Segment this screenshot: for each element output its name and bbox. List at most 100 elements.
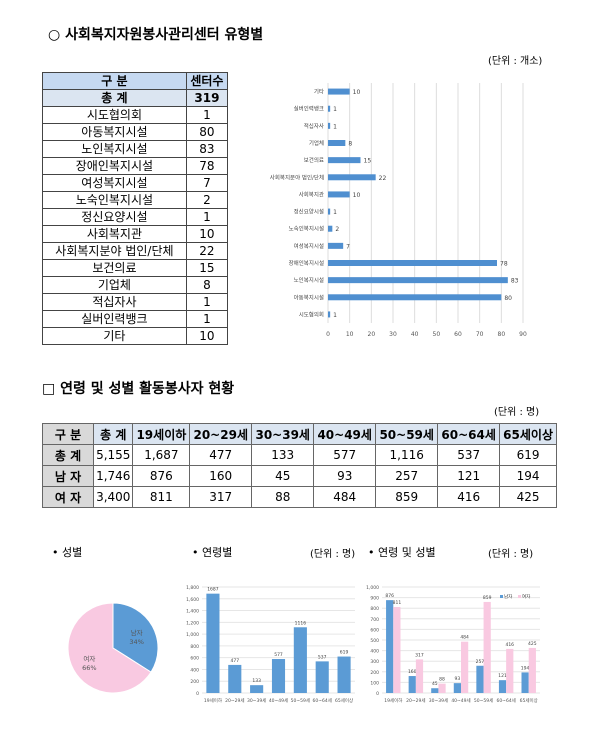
bar: [483, 601, 491, 693]
legend-label: 남자: [504, 593, 513, 600]
bar: [328, 191, 350, 198]
gender-pie-chart: 남자 34% 여자 66%: [67, 602, 159, 694]
data-label: 1687: [207, 587, 219, 593]
data-label: 1: [333, 106, 337, 113]
cell: 장애인복지시설: [42, 157, 187, 175]
cell: 보건의료: [42, 259, 187, 277]
cell: 1: [185, 208, 229, 226]
bar: [228, 664, 242, 693]
y-tick-label: 400: [370, 649, 379, 655]
data-label: 83: [511, 278, 519, 285]
data-label: 477: [230, 658, 239, 664]
cell: 160: [189, 465, 253, 487]
category-label: 보건의료: [304, 157, 324, 164]
bar: [328, 277, 508, 284]
data-label: 2: [335, 226, 339, 233]
bar: [453, 683, 461, 693]
table-row: 여 자 3,400 811 317 88 484 859 416 425: [42, 486, 557, 508]
y-tick-label: 500: [370, 638, 379, 644]
bar: [408, 676, 416, 693]
table-row: 총 계 5,155 1,687 477 133 577 1,116 537 619: [42, 444, 557, 466]
y-tick-label: 200: [370, 670, 379, 676]
data-label: 78: [500, 261, 508, 268]
legend-label: 여자: [522, 593, 531, 600]
bar: [328, 225, 333, 232]
data-label: 121: [498, 673, 507, 679]
slice-label: 남자 34%: [129, 628, 143, 646]
cell: 3,400: [92, 486, 134, 508]
bar: [271, 659, 286, 693]
cell: 1: [185, 106, 229, 124]
x-tick-label: 65세이상: [335, 697, 353, 704]
cell: 여성복지시설: [42, 174, 187, 192]
cell: 사회복지관: [42, 225, 187, 243]
cell: 정신요양시설: [42, 208, 187, 226]
bar: [328, 105, 331, 112]
cell: 1: [185, 293, 229, 311]
cell: 시도협의회: [42, 106, 187, 124]
x-tick-label: 0: [326, 331, 330, 338]
category-label: 기업체: [309, 139, 324, 147]
cell: 19세이하: [132, 423, 191, 445]
gender-chart-title: • 성별: [52, 546, 83, 559]
category-label: 사회복지관: [299, 190, 324, 198]
cell: 남 자: [42, 465, 94, 487]
x-tick-label: 10: [346, 331, 354, 338]
cell: 30~39세: [251, 423, 315, 445]
cell: 477: [189, 444, 253, 466]
data-label: 1: [333, 123, 337, 130]
cell: 구 분: [42, 72, 187, 90]
x-tick-label: 50~59세: [474, 697, 493, 704]
table-row: 시도협의회 1: [42, 106, 229, 124]
x-tick-label: 65세이상: [520, 697, 538, 704]
table-header: 구 분 센터수: [42, 72, 229, 90]
cell: 257: [375, 465, 439, 487]
table-row: 기타 10: [42, 327, 229, 345]
data-label: 1: [333, 312, 337, 319]
data-label: 619: [340, 650, 349, 656]
cell: 317: [189, 486, 253, 508]
table-row: 여성복지시설 7: [42, 174, 229, 192]
y-tick-label: 300: [370, 659, 379, 665]
bar: [337, 656, 351, 693]
category-label: 기타: [314, 88, 324, 96]
table-row: 아동복지시설 80: [42, 123, 229, 141]
x-tick-label: 70: [476, 331, 484, 338]
x-tick-label: 90: [519, 331, 527, 338]
x-tick-label: 30~39세: [429, 697, 448, 704]
cell: 859: [375, 486, 439, 508]
cell: 1: [185, 310, 229, 328]
table-row: 정신요양시설 1: [42, 208, 229, 226]
cell: 319: [185, 89, 229, 107]
age-gender-chart-unit: (단위 : 명): [488, 549, 534, 560]
legend-swatch: [518, 595, 521, 598]
data-label: 8: [348, 141, 352, 148]
data-label: 1116: [295, 620, 307, 626]
x-tick-label: 20~29세: [225, 697, 244, 704]
bar: [386, 600, 394, 693]
bar: [328, 311, 331, 318]
cell: 총 계: [42, 89, 187, 107]
table-row-total: 총 계 319: [42, 89, 229, 107]
age-chart-unit: (단위 : 명): [310, 549, 356, 560]
table-row: 사회복지분야 법인/단체 22: [42, 242, 229, 260]
pie-slice: [67, 602, 152, 694]
x-tick-label: 50~59세: [291, 697, 310, 704]
y-tick-label: 0: [196, 691, 199, 697]
cell: 194: [499, 465, 557, 487]
y-tick-label: 1,600: [186, 597, 199, 603]
center-type-bar-chart: 0 10 20 30 40 50 60 70 80 90 기타 10 실버인력뱅크 1 적십자사 1 기업체 8 보…: [270, 83, 527, 338]
data-label: 133: [252, 678, 261, 684]
bar: [521, 672, 529, 693]
bar: [328, 174, 376, 181]
cell: 811: [132, 486, 191, 508]
data-label: 537: [318, 654, 327, 660]
bar: [206, 593, 220, 693]
cell: 65세이상: [499, 423, 557, 445]
center-type-table: 구 분 센터수 총 계 319 시도협의회 1 아동복지시설 80 노인복지시설 83 장애인복지시…: [42, 72, 229, 345]
data-label: 425: [528, 641, 537, 647]
bar: [293, 627, 307, 693]
table-row: 적십자사 1: [42, 293, 229, 311]
bar: [315, 661, 329, 693]
age-gender-chart-title: • 연령 및 성별: [368, 546, 436, 559]
